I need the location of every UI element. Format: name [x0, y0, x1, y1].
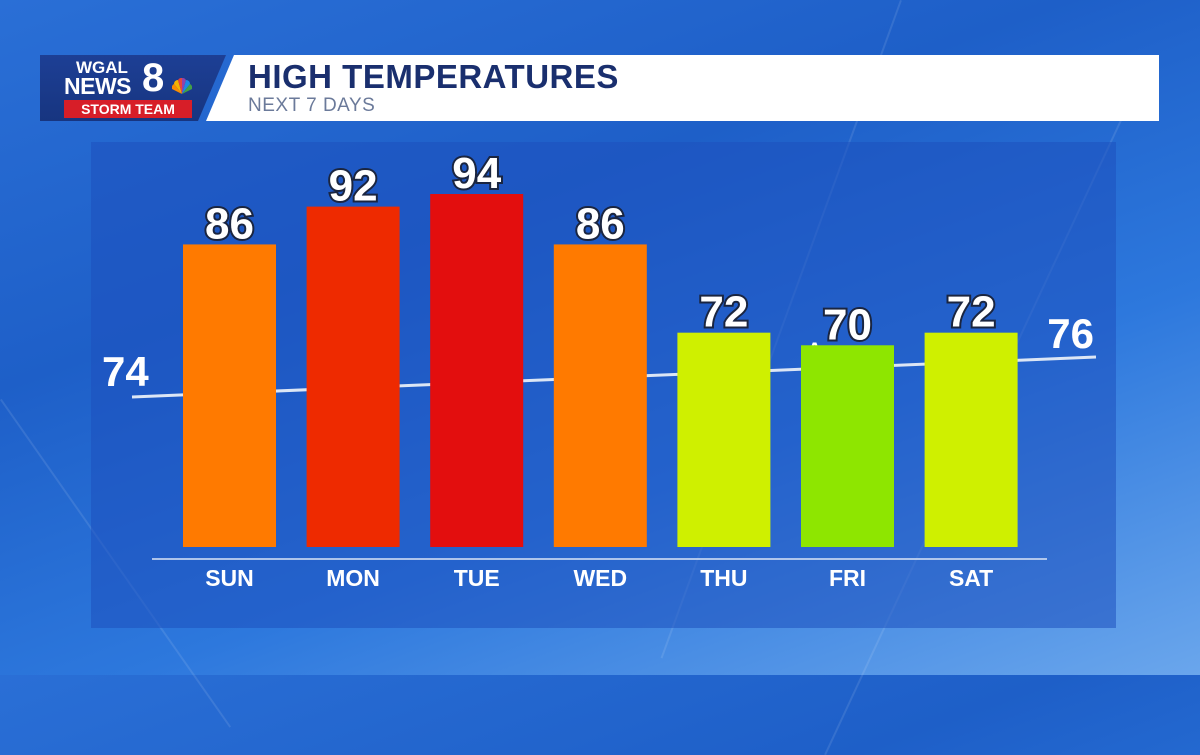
bar-thu — [677, 332, 771, 547]
value-label-sun: 86 — [205, 199, 254, 248]
value-label-tue: 94 — [452, 149, 501, 198]
day-label-tue: TUE — [454, 565, 500, 591]
average-start-value: 74 — [102, 348, 149, 395]
value-label-mon: 92 — [329, 162, 378, 211]
storm-team-badge: STORM TEAM — [64, 100, 192, 118]
average-end-value: 76 — [1047, 310, 1094, 357]
value-label-wed: 86 — [576, 199, 625, 248]
bar-tue — [430, 194, 524, 547]
page-subtitle: NEXT 7 DAYS — [248, 95, 376, 116]
logo-news-text: NEWS — [64, 73, 132, 99]
value-label-sat: 72 — [947, 288, 996, 337]
logo-number: 8 — [142, 56, 165, 100]
day-label-thu: THU — [700, 565, 747, 591]
page-title: HIGH TEMPERATURES — [248, 58, 619, 95]
logo-wgal-text: WGAL — [76, 58, 128, 77]
bar-mon — [306, 206, 400, 547]
value-label-fri: 70 — [823, 300, 872, 349]
bar-sat — [924, 332, 1018, 547]
day-label-mon: MON — [326, 565, 380, 591]
day-label-sat: SAT — [949, 565, 993, 591]
day-label-sun: SUN — [205, 565, 254, 591]
day-label-wed: WED — [573, 565, 627, 591]
day-label-fri: FRI — [829, 565, 866, 591]
bar-sun — [183, 244, 276, 547]
peacock-icon — [172, 78, 192, 94]
header-bar — [206, 55, 1159, 121]
temperature-chart: Average 74 76 86SUN92MON94TUE86WED72THU7… — [102, 147, 1097, 591]
bar-fri — [801, 345, 894, 547]
value-label-thu: 72 — [699, 288, 748, 337]
bar-wed — [553, 244, 647, 547]
